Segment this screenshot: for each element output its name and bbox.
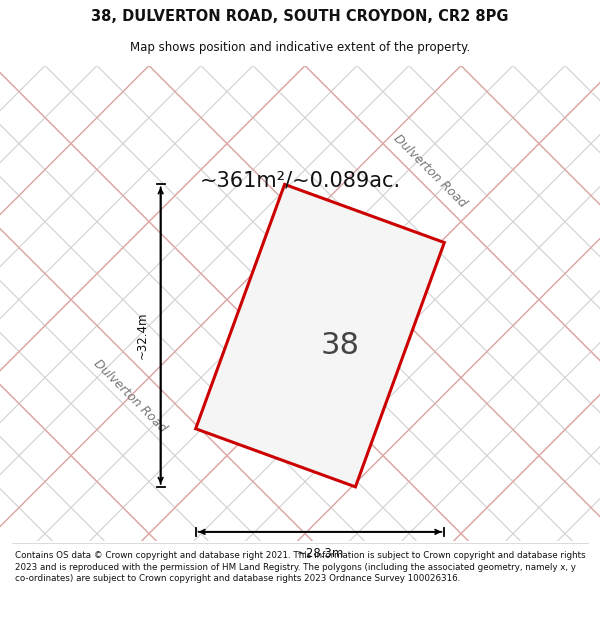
Text: Map shows position and indicative extent of the property.: Map shows position and indicative extent… [130,41,470,54]
Text: ~32.4m: ~32.4m [136,312,149,359]
Text: 38: 38 [320,331,359,360]
Text: ~28.3m: ~28.3m [296,548,344,561]
Text: Dulverton Road: Dulverton Road [391,132,469,209]
Text: ~361m²/~0.089ac.: ~361m²/~0.089ac. [199,171,401,191]
Text: Dulverton Road: Dulverton Road [91,357,169,434]
Text: Contains OS data © Crown copyright and database right 2021. This information is : Contains OS data © Crown copyright and d… [15,551,586,583]
Polygon shape [196,184,445,487]
Text: 38, DULVERTON ROAD, SOUTH CROYDON, CR2 8PG: 38, DULVERTON ROAD, SOUTH CROYDON, CR2 8… [91,9,509,24]
